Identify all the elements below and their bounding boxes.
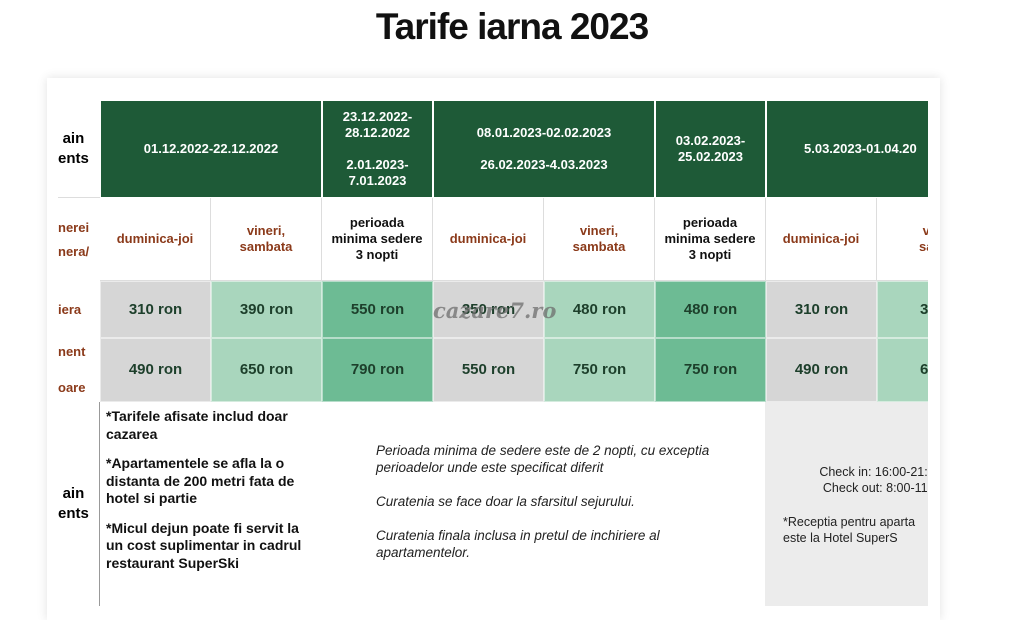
notes-right: Check in: 16:00-21:0 Check out: 8:00-11:…	[765, 402, 928, 606]
row-label: iera	[58, 301, 82, 317]
price-cell: 490 ron	[766, 338, 877, 402]
note: *Apartamentele se afla la o distanta de …	[106, 455, 295, 506]
price-cell: 350 ron	[433, 281, 544, 338]
price-cell: 550 ron	[433, 338, 544, 402]
table-card: ain ents 01.12.2022-22.12.2022 23.12.2022-…	[47, 78, 940, 620]
note: Perioada minima de sedere este de 2 nopt…	[376, 443, 710, 475]
price-cell: 750 ron	[544, 338, 655, 402]
price-cell: 480 ron	[655, 281, 766, 338]
note: *Micul dejun poate fi servit la un cost …	[106, 519, 302, 571]
note: Curatenia finala inclusa in pretul de in…	[376, 528, 660, 560]
price-cell: 390	[877, 281, 928, 338]
price-cell: 750 ron	[655, 338, 766, 402]
period-header: 5.03.2023-01.04.20	[766, 100, 928, 198]
day-header: perioada minima sedere 3 nopti	[322, 198, 433, 281]
row-label: nent oare	[58, 344, 86, 395]
price-cell: 650 ron	[211, 338, 322, 402]
price-cell: 310 ron	[100, 281, 211, 338]
price-cell: 790 ron	[322, 338, 433, 402]
day-header: duminica-joi	[766, 198, 877, 281]
corner-label: ain ents	[58, 100, 100, 198]
price-cell: 310 ron	[766, 281, 877, 338]
period-header: 08.01.2023-02.02.2023 26.02.2023-4.03.20…	[433, 100, 655, 198]
period-header: 23.12.2022- 28.12.2022 2.01.2023- 7.01.2…	[322, 100, 433, 198]
day-header: perioada minima sedere 3 nopti	[655, 198, 766, 281]
note: Curatenia se face doar la sfarsitul seju…	[376, 494, 635, 509]
price-cell: 550 ron	[322, 281, 433, 338]
day-header: duminica-joi	[100, 198, 211, 281]
note: Check in: 16:00-21:0 Check out: 8:00-11:	[819, 465, 928, 495]
day-header: duminica-joi	[433, 198, 544, 281]
page-title: Tarife iarna 2023	[375, 6, 649, 47]
price-cell: 390 ron	[211, 281, 322, 338]
row-label: ain ents	[58, 402, 100, 606]
day-header: vineri, sambata	[211, 198, 322, 281]
period-header: 01.12.2022-22.12.2022	[100, 100, 322, 198]
price-table: ain ents 01.12.2022-22.12.2022 23.12.2022-…	[58, 100, 928, 606]
notes-middle: Perioada minima de sedere este de 2 nopt…	[321, 402, 765, 606]
price-cell: 490 ron	[100, 338, 211, 402]
notes-left: *Tarifele afisate includ doar cazarea *Ap…	[100, 402, 321, 606]
watermark: cazare7.ro	[433, 298, 557, 323]
day-header: vineri, sambata	[544, 198, 655, 281]
price-cell: 480 ron	[544, 281, 655, 338]
note: *Receptia pentru aparta este la Hotel Su…	[783, 515, 916, 545]
price-cell: 600	[877, 338, 928, 402]
period-header: 03.02.2023- 25.02.2023	[655, 100, 766, 198]
note: *Tarifele afisate includ doar cazarea	[106, 408, 288, 442]
row-label: nerei nera/	[58, 219, 90, 259]
day-header: vin sam	[877, 198, 928, 281]
